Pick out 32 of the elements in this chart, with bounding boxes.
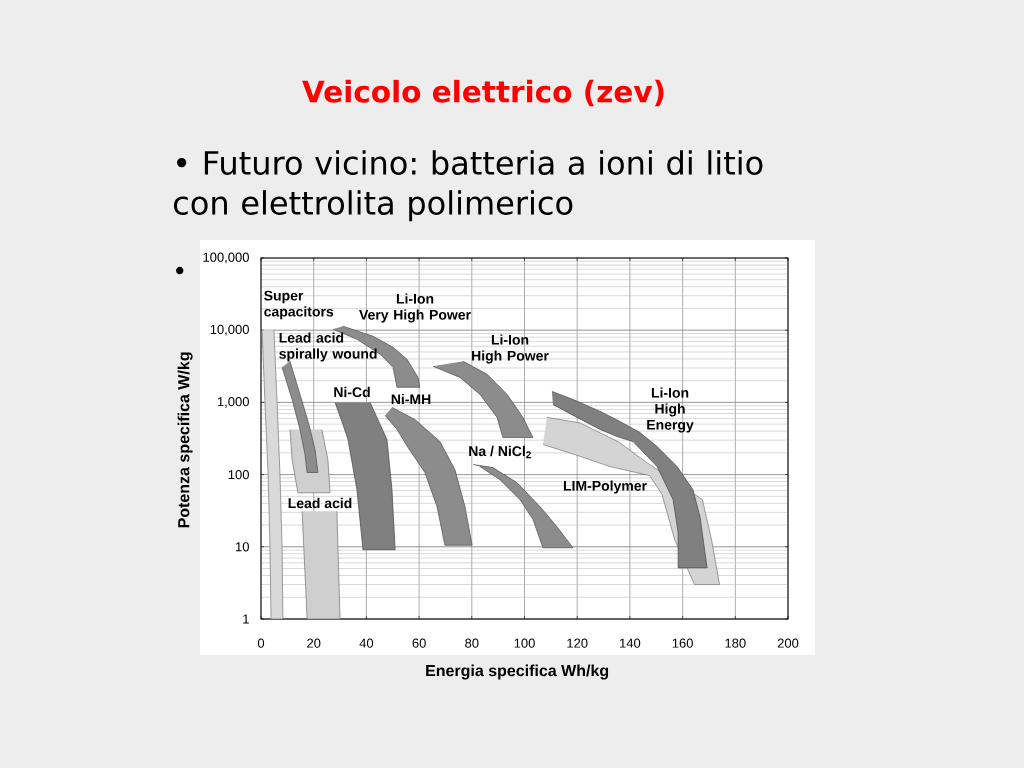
text: • bbox=[176, 266, 184, 275]
annotation: Lead acid bbox=[288, 497, 352, 509]
annotation: Super capacitors bbox=[264, 290, 334, 320]
annotation: Ni-Cd bbox=[334, 386, 370, 398]
x-tick-label: 40 bbox=[359, 638, 374, 648]
y-tick-label: 100 bbox=[228, 469, 249, 480]
x-tick-label: 80 bbox=[465, 638, 479, 648]
x-tick-label: 200 bbox=[777, 638, 799, 648]
x-tick-label: 160 bbox=[672, 638, 693, 648]
x-tick-label: 140 bbox=[620, 638, 641, 648]
x-tick-label: 0 bbox=[257, 638, 265, 648]
x-axis-title: Energia specifica Wh/kg bbox=[426, 664, 609, 680]
y-tick-label: 1,000 bbox=[217, 397, 249, 408]
x-tick-label: 120 bbox=[567, 638, 588, 648]
y-axis-title: Potenza specifica W/kg bbox=[177, 352, 193, 528]
x-tick-label: 20 bbox=[307, 638, 321, 648]
chart-title: Veicolo elettrico (zev) bbox=[302, 79, 664, 107]
annotation: Lead acid spirally wound bbox=[279, 332, 377, 362]
chart-subtitle: • Futuro vicino: batteria a ioni di litio con elettrolita polimerico bbox=[173, 150, 763, 222]
annotation: Li-Ion Very High Power bbox=[359, 293, 471, 323]
x-tick-label: 60 bbox=[412, 638, 426, 648]
y-tick-label: 10,000 bbox=[210, 324, 249, 336]
annotation: Ni-MH bbox=[391, 393, 431, 405]
y-tick-label: 10 bbox=[236, 542, 249, 552]
annotation: Li-Ion High Power bbox=[472, 334, 549, 364]
x-tick-label: 100 bbox=[514, 638, 535, 648]
x-tick-label: 180 bbox=[725, 638, 746, 648]
annotation: Li-Ion High Energy bbox=[647, 387, 694, 433]
annotation: Na / NiCl$_{2}$ bbox=[469, 445, 531, 459]
y-tick-label: 1 bbox=[243, 614, 249, 624]
y-tick-label: 100,000 bbox=[203, 252, 249, 264]
annotation: LIM-Polymer bbox=[563, 480, 647, 494]
